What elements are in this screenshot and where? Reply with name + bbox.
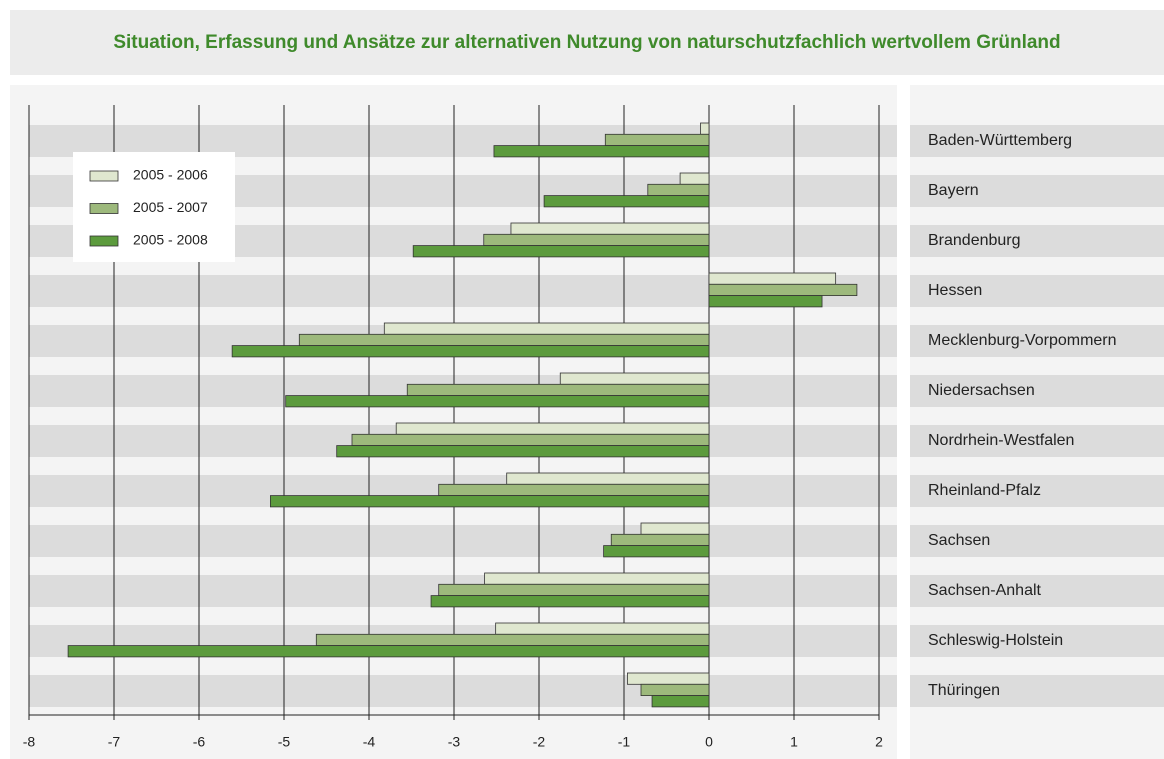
- bar: [543, 195, 710, 208]
- bar: [231, 345, 710, 358]
- legend-swatch: [89, 203, 119, 214]
- bar: [430, 595, 710, 608]
- bar: [510, 222, 710, 235]
- category-label: Niedersachsen: [928, 382, 1035, 399]
- bar: [495, 622, 710, 635]
- bar: [559, 372, 710, 385]
- bar: [700, 122, 710, 135]
- row-stripe: [29, 525, 897, 557]
- category-label: Sachsen: [928, 532, 990, 549]
- bar: [438, 583, 710, 596]
- bar: [647, 183, 710, 197]
- bar: [708, 283, 858, 296]
- bar: [679, 172, 710, 185]
- legend-label: 2005 - 2006: [133, 167, 208, 183]
- row-stripe: [910, 675, 1164, 707]
- bar: [483, 233, 710, 247]
- row-stripe: [29, 125, 897, 157]
- legend-label: 2005 - 2008: [133, 232, 208, 248]
- row-stripe: [910, 425, 1164, 457]
- bar: [493, 145, 710, 158]
- row-stripe: [910, 325, 1164, 357]
- bar: [269, 495, 710, 508]
- category-label: Thüringen: [928, 682, 1000, 699]
- category-label: Bayern: [928, 182, 979, 199]
- bar: [708, 272, 837, 285]
- bar: [627, 672, 710, 685]
- bar: [484, 572, 710, 585]
- legend-swatch: [89, 235, 119, 247]
- bar: [604, 133, 710, 147]
- bar: [640, 522, 710, 535]
- x-tick-label: -3: [448, 734, 461, 750]
- bar: [708, 295, 823, 308]
- category-label: Baden-Württemberg: [928, 132, 1072, 149]
- x-tick-label: -2: [533, 734, 546, 750]
- x-tick-label: -8: [23, 734, 36, 750]
- bar: [610, 533, 710, 546]
- x-tick-label: -1: [618, 734, 631, 750]
- bar: [285, 395, 710, 408]
- bar: [351, 433, 710, 446]
- bar: [298, 333, 710, 346]
- bar: [406, 383, 710, 396]
- bar: [640, 683, 710, 696]
- row-stripe: [910, 475, 1164, 507]
- category-label: Hessen: [928, 282, 982, 299]
- row-stripe: [910, 275, 1164, 307]
- x-tick-label: -5: [278, 734, 291, 750]
- bar: [67, 645, 710, 658]
- row-stripe: [910, 125, 1164, 157]
- category-label: Mecklenburg-Vorpommern: [928, 332, 1117, 349]
- x-tick-label: -7: [108, 734, 121, 750]
- row-stripe: [910, 625, 1164, 657]
- title-banner: [10, 10, 1164, 75]
- x-tick-label: -4: [363, 734, 376, 750]
- bar: [412, 245, 710, 258]
- bar: [336, 445, 710, 458]
- bar: [651, 695, 710, 708]
- category-label: Brandenburg: [928, 232, 1021, 249]
- x-tick-label: 0: [705, 734, 713, 750]
- category-label: Rheinland-Pfalz: [928, 482, 1041, 499]
- bar: [603, 545, 710, 558]
- bar: [506, 472, 710, 485]
- legend-swatch: [89, 170, 119, 182]
- x-tick-label: 1: [790, 734, 798, 750]
- bar: [383, 322, 710, 335]
- row-stripe: [29, 675, 897, 707]
- row-stripe: [910, 225, 1164, 257]
- bar: [315, 633, 710, 646]
- bar: [395, 422, 710, 435]
- category-label: Schleswig-Holstein: [928, 632, 1063, 649]
- bar: [438, 483, 710, 496]
- category-label: Nordrhein-Westfalen: [928, 432, 1074, 449]
- row-stripe: [910, 575, 1164, 607]
- legend-label: 2005 - 2007: [133, 199, 208, 215]
- chart-title: Situation, Erfassung und Ansätze zur alt…: [113, 32, 1060, 53]
- row-stripe: [910, 175, 1164, 207]
- category-label: Sachsen-Anhalt: [928, 582, 1042, 599]
- row-stripe: [910, 375, 1164, 407]
- row-stripe: [910, 525, 1164, 557]
- x-tick-label: 2: [875, 734, 883, 750]
- x-tick-label: -6: [193, 734, 206, 750]
